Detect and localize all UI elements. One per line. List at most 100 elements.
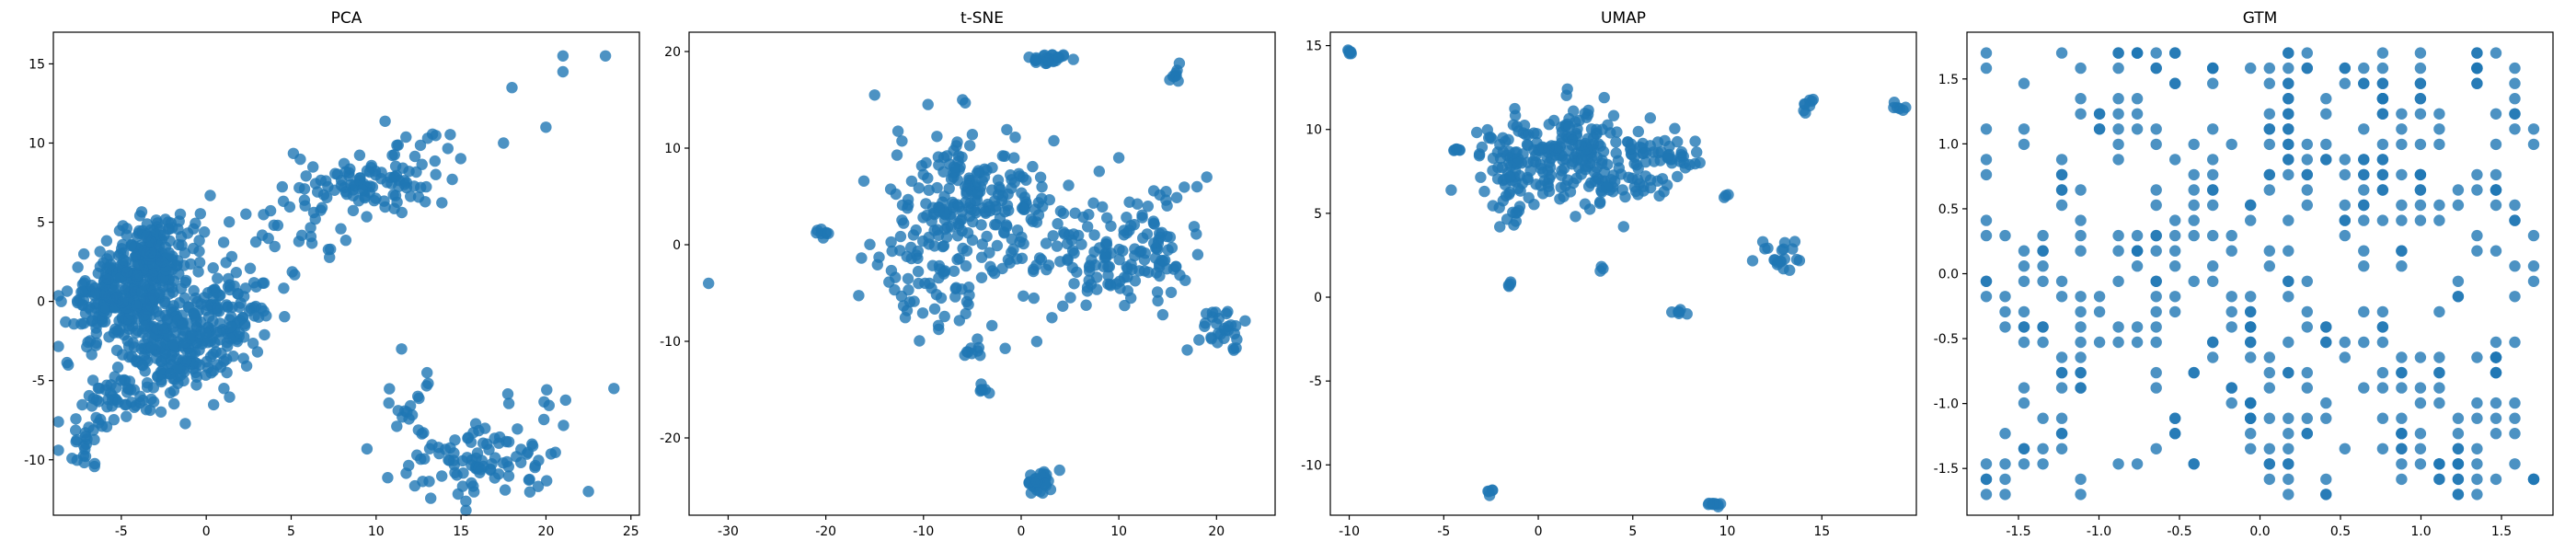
- scatter-point: [1799, 98, 1811, 110]
- scatter-point: [541, 475, 553, 487]
- scatter-point: [1014, 236, 1026, 248]
- scatter-point: [2150, 305, 2162, 318]
- scatter-point: [2225, 397, 2237, 409]
- scatter-point: [2225, 305, 2237, 318]
- scatter-point: [400, 131, 412, 144]
- scatter-point: [417, 476, 429, 488]
- scatter-point: [703, 277, 715, 290]
- scatter-point: [2283, 138, 2294, 151]
- scatter-point: [2207, 184, 2219, 196]
- scatter-point: [2396, 412, 2408, 424]
- scatter-point: [1028, 292, 1041, 305]
- scatter-point: [2075, 229, 2087, 242]
- scatter-point: [994, 181, 1006, 193]
- scatter-point: [2471, 443, 2483, 454]
- scatter-point: [891, 125, 904, 137]
- scatter-point: [279, 311, 291, 323]
- scatter-point: [1632, 189, 1644, 201]
- scatter-point: [945, 221, 958, 233]
- scatter-point: [2339, 336, 2351, 349]
- scatter-point: [2169, 291, 2181, 303]
- scatter-point: [979, 384, 992, 396]
- scatter-point: [1619, 190, 1631, 203]
- scatter-point: [2414, 214, 2427, 226]
- scatter-point: [486, 458, 498, 470]
- scatter-point: [2169, 47, 2181, 59]
- scatter-point: [894, 230, 907, 243]
- scatter-point: [1030, 476, 1043, 488]
- scatter-point: [179, 418, 191, 430]
- scatter-point: [975, 271, 988, 283]
- y-tick-label: 0: [673, 238, 681, 253]
- scatter-point: [140, 230, 153, 243]
- scatter-point: [305, 237, 318, 249]
- scatter-point: [171, 352, 183, 365]
- scatter-point: [1481, 123, 1494, 136]
- scatter-point: [1777, 243, 1789, 255]
- scatter-point: [2283, 214, 2294, 226]
- scatter-point: [2188, 275, 2200, 287]
- scatter-point: [2376, 47, 2389, 59]
- scatter-point: [1004, 257, 1016, 269]
- scatter-point: [891, 149, 903, 161]
- scatter-point: [1653, 190, 1665, 202]
- scatter-point: [931, 181, 943, 194]
- scatter-point: [1038, 50, 1050, 63]
- scatter-point: [131, 300, 143, 312]
- scatter-point: [2396, 245, 2408, 257]
- scatter-point: [1121, 227, 1133, 239]
- scatter-point: [498, 137, 510, 149]
- scatter-point: [2301, 62, 2313, 75]
- scatter-point: [1121, 212, 1133, 224]
- scatter-point: [1083, 209, 1095, 221]
- x-tick-label: -1.5: [2006, 524, 2030, 539]
- scatter-point: [2490, 245, 2502, 257]
- scatter-point: [2245, 428, 2257, 440]
- scatter-point: [948, 265, 960, 277]
- scatter-point: [2490, 366, 2502, 379]
- scatter-point: [2414, 199, 2427, 212]
- scatter-point: [2376, 138, 2389, 151]
- scatter-point: [247, 338, 259, 350]
- scatter-point: [2283, 366, 2294, 379]
- scatter-point: [1025, 487, 1038, 500]
- scatter-point: [1082, 221, 1094, 233]
- scatter-point: [99, 288, 111, 301]
- scatter-point: [1788, 236, 1801, 247]
- scatter-point: [501, 388, 514, 400]
- scatter-point: [2509, 428, 2521, 440]
- scatter-point: [389, 160, 402, 172]
- scatter-point: [180, 274, 192, 287]
- scatter-point: [1522, 156, 1534, 168]
- scatter-point: [249, 236, 262, 248]
- scatter-point: [2263, 473, 2275, 486]
- scatter-point: [1502, 279, 1515, 292]
- scatter-point: [2490, 428, 2502, 440]
- scatter-point: [140, 404, 153, 416]
- scatter-point: [2301, 428, 2313, 440]
- scatter-point: [2131, 93, 2144, 105]
- scatter-point: [1205, 333, 1218, 345]
- scatter-point: [2509, 77, 2521, 89]
- x-tick-label: -5: [115, 524, 128, 539]
- scatter-point: [2433, 382, 2445, 394]
- scatter-point: [2112, 321, 2124, 333]
- scatter-point: [2055, 412, 2068, 424]
- scatter-point: [2414, 168, 2427, 181]
- scatter-point: [353, 149, 366, 161]
- scatter-point: [396, 343, 408, 355]
- scatter-point: [2433, 458, 2445, 470]
- scatter-point: [489, 472, 500, 484]
- scatter-point: [1117, 245, 1129, 257]
- scatter-point: [2414, 443, 2427, 454]
- scatter-point: [2283, 458, 2294, 470]
- scatter-point: [898, 217, 910, 229]
- scatter-point: [2018, 245, 2030, 257]
- scatter-point: [2358, 168, 2370, 181]
- scatter-point: [857, 175, 870, 187]
- scatter-point: [2376, 108, 2389, 120]
- scatter-point: [2112, 93, 2124, 105]
- scatter-point: [2112, 138, 2124, 151]
- scatter-point: [2376, 214, 2389, 226]
- scatter-point: [391, 420, 403, 432]
